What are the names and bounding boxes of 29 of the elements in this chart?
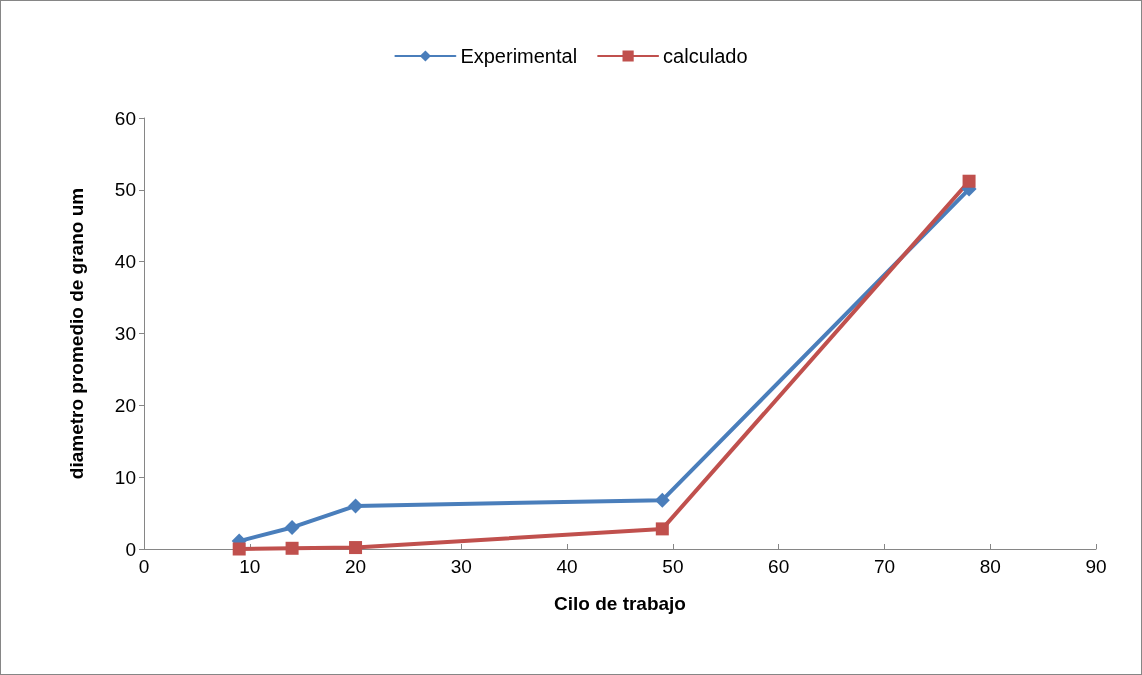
x-tick-label: 0 <box>138 556 150 577</box>
point <box>655 522 669 536</box>
x-tick-label: 70 <box>873 556 896 577</box>
y-tick-label: 50 <box>114 179 136 201</box>
x-tick-label: 40 <box>556 556 578 577</box>
y-axis-title: diametro promedio de grano um <box>66 187 87 480</box>
point <box>232 542 246 556</box>
y-tick-label: 0 <box>125 538 136 560</box>
point <box>654 492 670 508</box>
x-tick-label: 80 <box>979 556 1001 577</box>
point <box>285 541 299 555</box>
x-tick-label: 20 <box>344 556 367 577</box>
x-axis-title: Cilo de trabajo <box>554 593 686 614</box>
x-tick-label: 90 <box>1085 556 1107 577</box>
legend-label: calculado <box>663 45 748 67</box>
y-tick-label: 30 <box>114 323 136 344</box>
point <box>349 541 363 555</box>
x-tick-label: 60 <box>768 556 790 577</box>
y-tick-label: 40 <box>114 251 136 273</box>
x-tick-label: 50 <box>662 556 684 577</box>
point <box>962 174 976 188</box>
y-tick-label: 20 <box>114 394 136 416</box>
y-tick-label: 10 <box>114 466 136 488</box>
point <box>284 519 300 535</box>
y-tick-label: 60 <box>114 107 136 129</box>
point <box>348 498 364 514</box>
legend-label: Experimental <box>460 45 578 67</box>
x-tick-label: 10 <box>239 556 261 577</box>
x-tick-label: 30 <box>450 556 472 577</box>
